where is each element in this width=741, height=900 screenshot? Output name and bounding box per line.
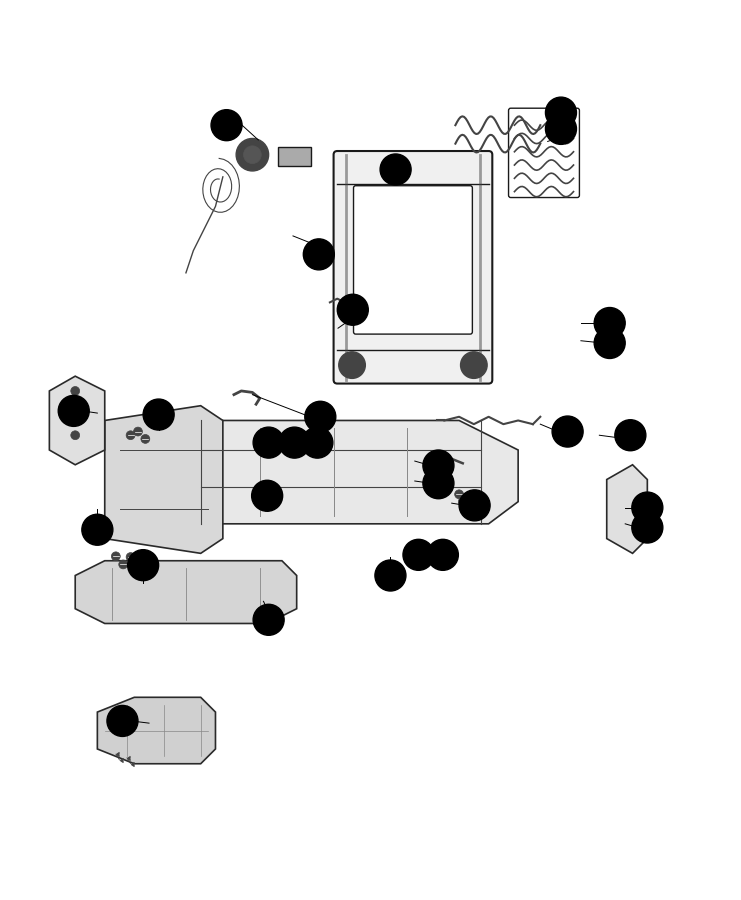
Circle shape [111,552,120,561]
Circle shape [143,399,174,430]
Text: 8: 8 [558,108,565,118]
Circle shape [302,428,333,458]
FancyBboxPatch shape [333,151,492,383]
Text: 21: 21 [288,437,301,447]
Text: 6: 6 [606,338,613,348]
Circle shape [133,428,142,436]
Text: 19: 19 [468,500,481,510]
Circle shape [244,146,262,164]
Circle shape [594,308,625,338]
Text: 7: 7 [140,560,147,571]
Circle shape [236,139,269,171]
Circle shape [552,416,583,447]
Text: 12: 12 [313,412,327,422]
Circle shape [632,492,663,523]
Polygon shape [104,406,223,554]
Text: 14: 14 [412,550,425,560]
Text: 27: 27 [432,478,445,488]
Circle shape [59,395,89,427]
Polygon shape [164,420,518,524]
Polygon shape [50,376,104,464]
Circle shape [252,481,282,511]
Circle shape [82,514,113,545]
Text: 16: 16 [262,437,275,447]
Circle shape [71,409,79,418]
Circle shape [303,238,334,270]
Circle shape [71,431,79,440]
Circle shape [461,352,487,378]
Text: 9: 9 [558,124,565,134]
Circle shape [305,401,336,432]
Circle shape [455,490,464,499]
Circle shape [253,428,284,458]
Circle shape [423,468,454,499]
Circle shape [126,553,135,562]
Text: 13: 13 [389,165,402,175]
Polygon shape [97,698,216,764]
FancyBboxPatch shape [353,185,472,334]
Text: 10: 10 [67,406,80,416]
Circle shape [126,431,135,440]
Circle shape [545,113,576,144]
Text: 28: 28 [261,491,273,500]
Text: 11: 11 [116,716,129,726]
Circle shape [428,539,459,571]
Text: 5: 5 [644,502,651,513]
Text: 1: 1 [644,523,651,533]
Circle shape [423,450,454,481]
Circle shape [253,604,284,635]
Text: 3: 3 [316,249,322,259]
Circle shape [337,294,368,325]
Circle shape [339,352,365,378]
Text: 2: 2 [565,427,571,436]
Text: 15: 15 [436,550,450,560]
Circle shape [594,328,625,358]
Circle shape [211,110,242,140]
Text: 17: 17 [346,305,359,315]
Text: 19: 19 [384,571,397,580]
Circle shape [632,512,663,543]
Circle shape [380,154,411,185]
Text: 17: 17 [624,430,637,440]
Text: 22: 22 [432,461,445,471]
Circle shape [119,560,127,569]
Circle shape [545,97,576,128]
Circle shape [459,497,468,506]
Circle shape [403,539,434,571]
Text: 27: 27 [262,615,275,625]
Circle shape [375,560,406,591]
Circle shape [71,386,79,395]
Circle shape [141,435,150,444]
Circle shape [615,419,646,451]
Text: 4: 4 [156,410,162,419]
Text: 3: 3 [606,318,613,328]
Text: 24: 24 [220,121,233,130]
Circle shape [459,490,490,521]
Polygon shape [607,464,648,554]
Polygon shape [75,561,296,624]
Text: 1: 1 [94,525,101,535]
Polygon shape [278,148,311,166]
Text: 20: 20 [310,437,324,447]
Circle shape [279,428,310,458]
Circle shape [127,550,159,580]
Circle shape [107,706,138,736]
